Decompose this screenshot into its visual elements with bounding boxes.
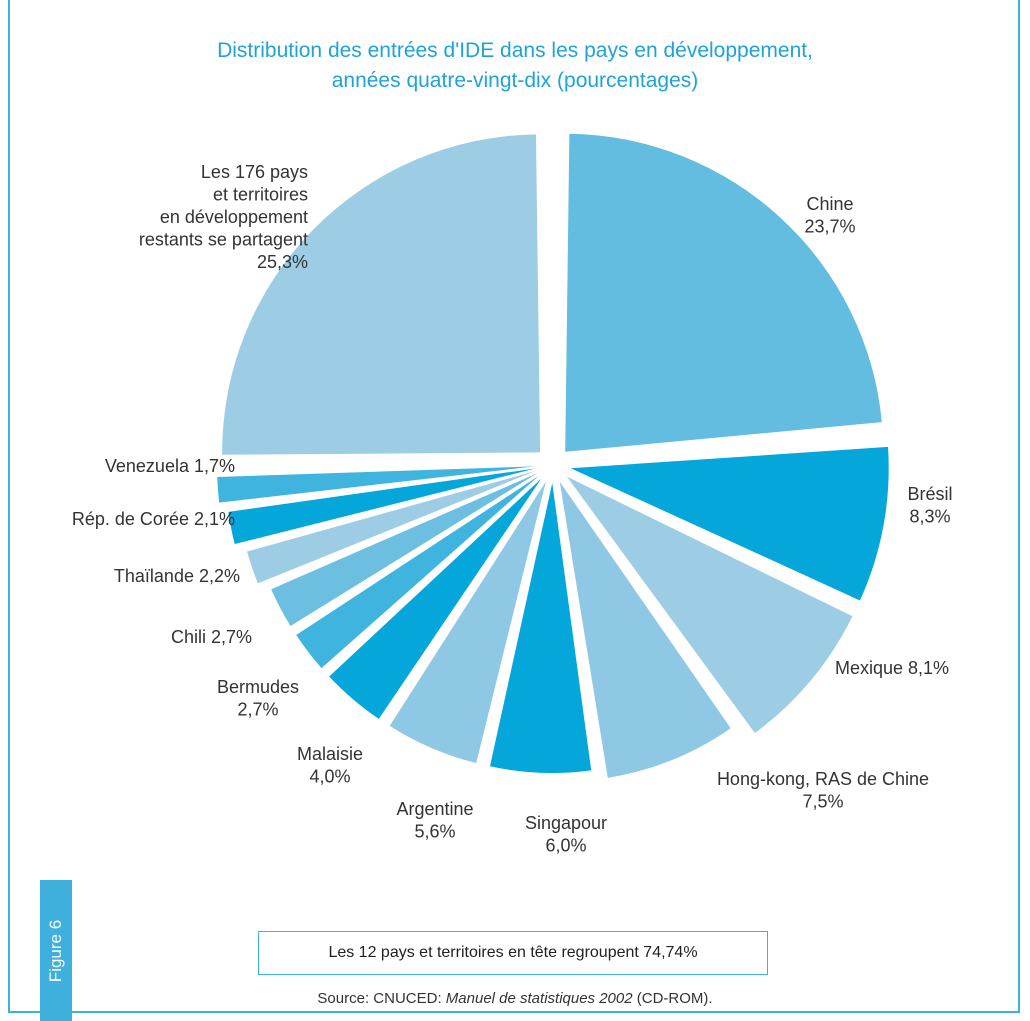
slice-label-line: Rép. de Corée 2,1% <box>72 509 235 529</box>
slice-label-6: Argentine 5,6% <box>396 799 473 842</box>
chart-title-line-1: Distribution des entrées d'IDE dans les … <box>217 39 813 62</box>
slice-label-line: 7,5% <box>802 792 843 812</box>
slice-label-line: Chili 2,7% <box>171 627 252 647</box>
slice-label-line: Brésil <box>907 484 952 504</box>
figure-tab-label: Figure 6 <box>46 919 65 982</box>
slice-label-line: 8,3% <box>909 507 950 527</box>
pie-slice-4 <box>559 481 731 778</box>
source-suffix: (CD-ROM). <box>632 990 713 1007</box>
slice-label-line: restants se partagent <box>139 230 308 250</box>
pie-slice-1 <box>565 133 882 452</box>
slice-label-line: Malaisie <box>297 744 363 764</box>
pie-slice-5 <box>489 482 592 773</box>
source-title: Manuel de statistiques 2002 <box>445 990 633 1007</box>
pie-slice-12 <box>217 466 536 503</box>
pie-slice-13 <box>222 134 541 455</box>
slice-label-11: Rép. de Corée 2,1% <box>72 509 235 529</box>
slice-label-line: Bermudes <box>217 677 299 697</box>
slice-label-line: 2,7% <box>237 700 278 720</box>
pie-slice-11 <box>228 468 536 545</box>
slice-label-line: Thaïlande 2,2% <box>114 566 240 586</box>
slice-label-line: Venezuela 1,7% <box>105 456 235 476</box>
pie-slice-9 <box>271 473 538 627</box>
slice-label-line: en développement <box>160 207 308 227</box>
slice-label-line: 23,7% <box>804 217 855 237</box>
slice-label-line: 25,3% <box>257 252 308 272</box>
slice-label-line: Singapour <box>525 813 607 833</box>
slice-label-9: Chili 2,7% <box>171 627 252 647</box>
summary-box: Les 12 pays et territoires en tête regro… <box>258 931 768 975</box>
slice-label-13: Les 176 pays et territoires en développeme… <box>139 162 308 272</box>
slice-label-line: Chine <box>806 194 853 214</box>
pie-slice-6 <box>389 481 546 764</box>
pie-slice-3 <box>566 476 853 734</box>
slice-label-line: Argentine <box>396 799 473 819</box>
slice-label-2: Brésil 8,3% <box>907 484 952 527</box>
slice-label-line: 4,0% <box>309 767 350 787</box>
chart-title: Distribution des entrées d'IDE dans les … <box>0 36 1030 96</box>
pie-slice-2 <box>570 446 889 601</box>
slice-label-5: Singapour 6,0% <box>525 813 607 856</box>
slice-label-12: Venezuela 1,7% <box>105 456 235 476</box>
slice-label-line: Hong-kong, RAS de Chine <box>717 769 929 789</box>
pie-slice-10 <box>247 470 536 584</box>
pie-slice-8 <box>296 475 539 669</box>
slice-label-8: Bermudes 2,7% <box>217 677 299 720</box>
slice-label-line: 6,0% <box>545 836 586 856</box>
slice-label-7: Malaisie 4,0% <box>297 744 363 787</box>
source-note: Source: CNUCED: Manuel de statistiques 2… <box>0 990 1030 1007</box>
slice-label-3: Mexique 8,1% <box>835 658 949 678</box>
pie-slice-7 <box>329 478 542 719</box>
figure-tab: Figure 6 <box>40 880 72 1021</box>
source-prefix: Source: CNUCED: <box>317 990 446 1007</box>
slice-label-line: Mexique 8,1% <box>835 658 949 678</box>
slice-label-10: Thaïlande 2,2% <box>114 566 240 586</box>
slice-label-line: 5,6% <box>414 822 455 842</box>
slice-label-line: et territoires <box>213 185 308 205</box>
chart-title-line-2: années quatre-vingt-dix (pourcentages) <box>331 69 699 92</box>
slice-label-4: Hong-kong, RAS de Chine 7,5% <box>717 769 929 812</box>
figure-frame <box>8 0 1020 1013</box>
slice-label-1: Chine 23,7% <box>804 194 855 237</box>
slice-label-line: Les 176 pays <box>201 162 308 182</box>
